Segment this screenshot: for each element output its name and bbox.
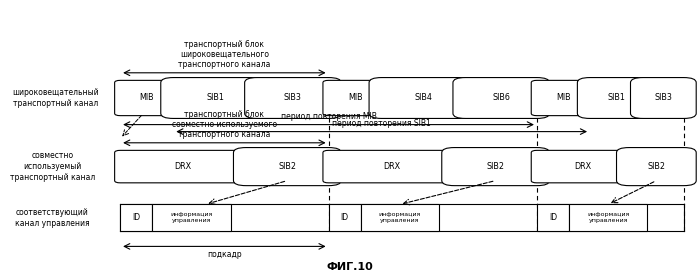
FancyBboxPatch shape: [369, 78, 478, 118]
FancyBboxPatch shape: [453, 78, 549, 118]
Text: SIB2: SIB2: [487, 162, 505, 171]
FancyBboxPatch shape: [115, 150, 252, 183]
Text: информация
управления: информация управления: [379, 212, 421, 223]
FancyBboxPatch shape: [442, 148, 549, 186]
Text: SIB2: SIB2: [278, 162, 296, 171]
Text: SIB3: SIB3: [284, 94, 302, 102]
Text: MIB: MIB: [556, 94, 570, 102]
Bar: [569, 204, 647, 231]
Text: DRX: DRX: [575, 162, 591, 171]
Text: соответствующий
канал управления: соответствующий канал управления: [15, 208, 89, 228]
Bar: [537, 204, 569, 231]
FancyBboxPatch shape: [617, 148, 696, 186]
Text: SIB2: SIB2: [647, 162, 665, 171]
FancyBboxPatch shape: [323, 80, 387, 116]
Text: широковещательный
транспортный канал: широковещательный транспортный канал: [13, 88, 99, 108]
Text: ФИГ.10: ФИГ.10: [326, 262, 373, 272]
Text: ID: ID: [340, 213, 349, 222]
Text: ID: ID: [132, 213, 140, 222]
Text: информация
управления: информация управления: [171, 212, 212, 223]
FancyBboxPatch shape: [161, 78, 270, 118]
Text: SIB3: SIB3: [654, 94, 672, 102]
FancyBboxPatch shape: [630, 78, 696, 118]
FancyBboxPatch shape: [323, 150, 460, 183]
Bar: [329, 204, 361, 231]
Text: SIB1: SIB1: [607, 94, 626, 102]
Bar: [152, 204, 231, 231]
FancyBboxPatch shape: [245, 78, 341, 118]
Text: SIB1: SIB1: [206, 94, 224, 102]
FancyBboxPatch shape: [577, 78, 656, 118]
FancyBboxPatch shape: [233, 148, 341, 186]
Text: MIB: MIB: [140, 94, 154, 102]
FancyBboxPatch shape: [115, 80, 179, 116]
Bar: [361, 204, 439, 231]
Text: DRX: DRX: [175, 162, 192, 171]
Bar: [120, 204, 152, 231]
Text: информация
управления: информация управления: [587, 212, 629, 223]
Text: MIB: MIB: [348, 94, 362, 102]
Text: DRX: DRX: [383, 162, 400, 171]
Text: SIB6: SIB6: [492, 94, 510, 102]
FancyBboxPatch shape: [531, 80, 596, 116]
Text: транспортный блок
совместно используемого
транспортного канала: транспортный блок совместно используемог…: [172, 110, 277, 139]
Text: подкадр: подкадр: [207, 250, 242, 259]
Text: период повторения SIB1: период повторения SIB1: [332, 119, 431, 128]
FancyBboxPatch shape: [531, 150, 635, 183]
Text: период повторения MIB: период повторения MIB: [280, 112, 377, 121]
Text: транспортный блок
широковещательного
транспортного канала: транспортный блок широковещательного тра…: [178, 40, 271, 69]
Text: SIB4: SIB4: [415, 94, 433, 102]
Text: совместно
используемый
транспортный канал: совместно используемый транспортный кана…: [10, 151, 95, 182]
Text: ID: ID: [549, 213, 557, 222]
